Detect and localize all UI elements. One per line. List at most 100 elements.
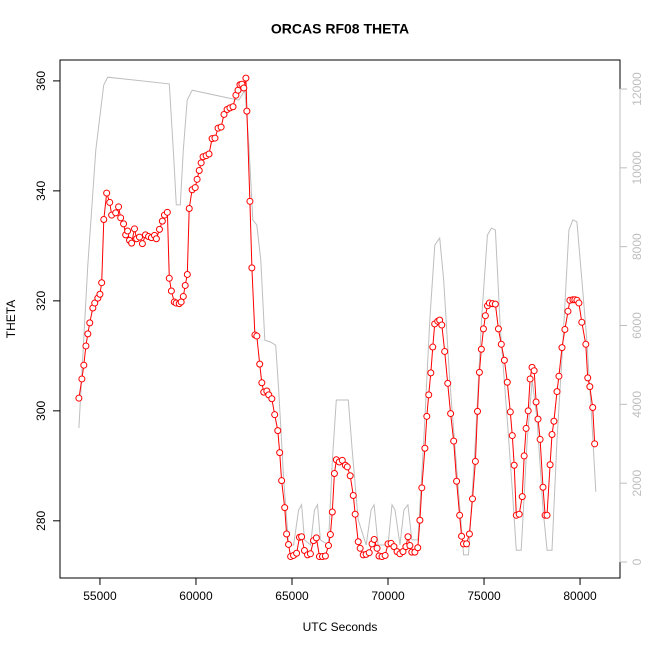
y2-tick-label: 6000 bbox=[630, 312, 644, 339]
data-point bbox=[539, 483, 547, 491]
data-point bbox=[532, 398, 540, 406]
data-point bbox=[354, 538, 362, 546]
data-point bbox=[82, 342, 90, 350]
data-point bbox=[98, 279, 106, 287]
data-point bbox=[578, 318, 586, 326]
x-tick-label: 60000 bbox=[179, 589, 213, 603]
data-point bbox=[591, 440, 599, 448]
data-point bbox=[165, 274, 173, 282]
data-point bbox=[543, 511, 551, 519]
data-point bbox=[373, 544, 381, 552]
data-point bbox=[458, 532, 466, 540]
data-point bbox=[283, 530, 291, 538]
data-point bbox=[285, 540, 293, 548]
data-point bbox=[271, 411, 279, 419]
data-point bbox=[117, 214, 125, 222]
data-point bbox=[78, 375, 86, 383]
x-tick-label: 70000 bbox=[371, 589, 405, 603]
data-point bbox=[138, 240, 146, 248]
data-point bbox=[112, 209, 120, 217]
data-point bbox=[321, 552, 329, 560]
data-point bbox=[475, 368, 483, 376]
data-point bbox=[453, 477, 461, 485]
data-point bbox=[503, 378, 511, 386]
data-point bbox=[276, 449, 284, 457]
y2-tick-label: 0 bbox=[630, 558, 644, 565]
data-point bbox=[575, 299, 583, 307]
data-point bbox=[370, 536, 378, 544]
data-point bbox=[421, 444, 429, 452]
data-point bbox=[481, 312, 489, 320]
data-point bbox=[96, 290, 104, 298]
data-point bbox=[471, 457, 479, 465]
data-point bbox=[124, 227, 132, 235]
data-point bbox=[365, 549, 373, 557]
data-point bbox=[465, 530, 473, 538]
y-tick-label: 360 bbox=[34, 71, 48, 91]
y2-tick-label: 8000 bbox=[630, 233, 644, 260]
data-point bbox=[555, 372, 563, 380]
data-point bbox=[181, 281, 189, 289]
data-point bbox=[293, 549, 301, 557]
data-point bbox=[506, 408, 514, 416]
data-point bbox=[423, 412, 431, 420]
data-point bbox=[550, 417, 558, 425]
data-point bbox=[326, 531, 334, 539]
data-point bbox=[463, 540, 471, 548]
data-point bbox=[281, 504, 289, 512]
data-point bbox=[103, 189, 111, 197]
data-point bbox=[84, 330, 92, 338]
data-point bbox=[381, 551, 389, 559]
data-point bbox=[406, 542, 414, 550]
data-point bbox=[546, 461, 554, 469]
data-point bbox=[427, 369, 435, 377]
data-point bbox=[179, 292, 187, 300]
data-point bbox=[524, 407, 532, 415]
data-point bbox=[418, 484, 426, 492]
data-point bbox=[450, 437, 458, 445]
x-tick-label: 65000 bbox=[275, 589, 309, 603]
data-point bbox=[217, 123, 225, 131]
data-point bbox=[494, 325, 502, 333]
data-point bbox=[106, 198, 114, 206]
data-point bbox=[136, 233, 144, 241]
data-point bbox=[510, 461, 518, 469]
data-point bbox=[268, 395, 276, 403]
data-point bbox=[447, 410, 455, 418]
data-point bbox=[128, 239, 136, 247]
data-point bbox=[536, 435, 544, 443]
data-point bbox=[349, 492, 357, 500]
y2-tick-label: 10000 bbox=[630, 151, 644, 185]
data-point bbox=[438, 321, 446, 329]
data-point bbox=[520, 452, 528, 460]
data-point bbox=[477, 345, 485, 353]
data-point bbox=[115, 203, 123, 211]
data-point bbox=[548, 430, 556, 438]
data-point bbox=[526, 375, 534, 383]
y-tick-label: 320 bbox=[34, 291, 48, 311]
data-point bbox=[193, 175, 201, 183]
y2-tick-label: 12000 bbox=[630, 72, 644, 106]
data-point bbox=[444, 379, 452, 387]
chart-title: ORCAS RF08 THETA bbox=[271, 21, 409, 37]
data-point bbox=[497, 340, 505, 348]
y2-tick-label: 2000 bbox=[630, 469, 644, 496]
data-point bbox=[441, 347, 449, 355]
data-point bbox=[582, 340, 590, 348]
data-point bbox=[479, 325, 487, 333]
series-line bbox=[78, 77, 596, 558]
data-point bbox=[534, 415, 542, 423]
y-tick-label: 340 bbox=[34, 181, 48, 201]
data-point bbox=[553, 388, 561, 396]
data-point bbox=[584, 374, 592, 382]
data-point bbox=[522, 424, 530, 432]
data-point bbox=[197, 159, 205, 167]
data-point bbox=[220, 110, 228, 118]
data-point bbox=[86, 319, 94, 327]
data-point bbox=[558, 344, 566, 352]
data-point bbox=[240, 84, 248, 92]
data-point bbox=[474, 407, 482, 415]
data-point bbox=[561, 325, 569, 333]
